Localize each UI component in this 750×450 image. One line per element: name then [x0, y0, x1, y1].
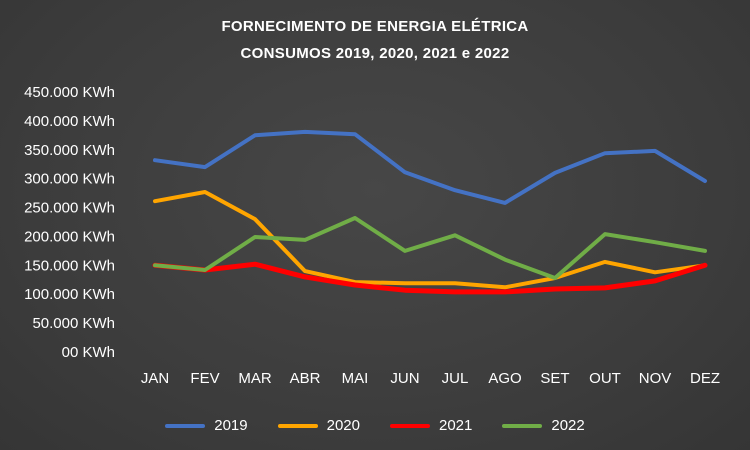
- x-tick-label: DEZ: [690, 370, 720, 387]
- x-tick-label: AGO: [488, 370, 521, 387]
- x-tick-label: JAN: [141, 370, 169, 387]
- chart-title-line2: CONSUMOS 2019, 2020, 2021 e 2022: [240, 45, 510, 62]
- y-tick-label: 50.000 KWh: [32, 315, 115, 332]
- y-tick-label: 400.000 KWh: [24, 113, 115, 130]
- x-tick-label: JUL: [442, 370, 469, 387]
- series-line-2020: [153, 190, 707, 290]
- y-tick-label: 350.000 KWh: [24, 142, 115, 159]
- legend-label-2021: 2021: [439, 417, 473, 434]
- x-tick-label: JUN: [390, 370, 419, 387]
- y-tick-label: 250.000 KWh: [24, 200, 115, 217]
- y-tick-label: 00 KWh: [62, 344, 115, 361]
- legend-item-2022: 2022: [502, 417, 585, 434]
- legend-item-2019: 2019: [165, 417, 248, 434]
- y-tick-label: 300.000 KWh: [24, 171, 115, 188]
- legend-label-2020: 2020: [326, 417, 360, 434]
- y-tick-label: 200.000 KWh: [24, 228, 115, 245]
- y-tick-label: 100.000 KWh: [24, 286, 115, 303]
- x-tick-label: FEV: [190, 370, 219, 387]
- chart-legend: 2019 2020 2021 2022: [0, 417, 750, 434]
- x-tick-label: ABR: [290, 370, 321, 387]
- legend-swatch-2020: [277, 423, 318, 428]
- x-tick-label: NOV: [639, 370, 672, 387]
- series-line-2022: [153, 216, 707, 280]
- series-line-2019: [153, 129, 707, 205]
- legend-label-2019: 2019: [214, 417, 248, 434]
- y-tick-label: 150.000 KWh: [24, 257, 115, 274]
- x-tick-label: MAI: [342, 370, 369, 387]
- y-tick-label: 450.000 KWh: [24, 84, 115, 101]
- legend-swatch-2019: [165, 423, 206, 428]
- x-tick-label: OUT: [589, 370, 621, 387]
- legend-swatch-2021: [390, 423, 430, 428]
- chart-title: FORNECIMENTO DE ENERGIA ELÉTRICA CONSUMO…: [0, 13, 750, 67]
- x-tick-label: MAR: [238, 370, 272, 387]
- legend-label-2022: 2022: [551, 417, 585, 434]
- legend-item-2020: 2020: [277, 417, 360, 434]
- series-line-2021: [152, 261, 708, 295]
- x-tick-label: SET: [540, 370, 569, 387]
- legend-item-2021: 2021: [390, 417, 472, 434]
- legend-swatch-2022: [502, 423, 543, 428]
- chart-title-line1: FORNECIMENTO DE ENERGIA ELÉTRICA: [221, 18, 529, 35]
